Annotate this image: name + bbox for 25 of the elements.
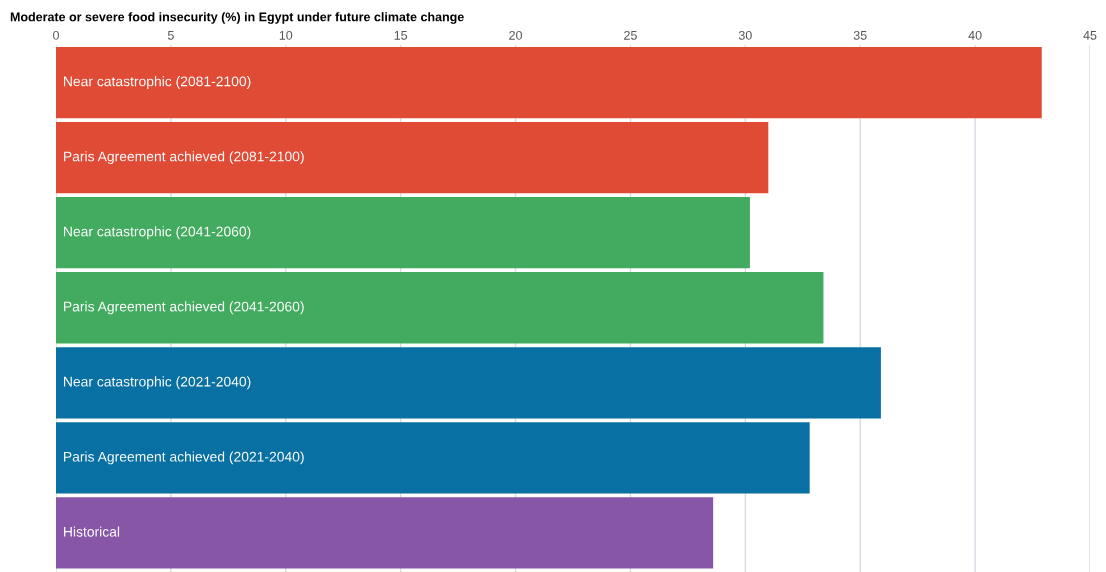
bar: [56, 272, 824, 344]
y-tick-label: Paris Agreement achieved (2021-2040): [64, 451, 304, 465]
x-tick-label: 30: [738, 30, 752, 40]
bar: [56, 197, 750, 269]
x-tick-label: 45: [1083, 31, 1097, 40]
x-tick-label: 5: [167, 31, 174, 40]
y-tick-label: Paris Agreement achieved (2041-2060): [64, 301, 304, 315]
x-tick-label: 35: [853, 30, 867, 40]
x-tick-label: 0: [53, 30, 59, 40]
x-tick-label: 15: [394, 31, 408, 40]
bar: [56, 46, 1042, 119]
y-tick-label: Near catastrophic (2041-2060): [64, 226, 251, 240]
y-tick-label: Historical: [64, 526, 120, 537]
bar: [56, 422, 810, 494]
y-tick-label: Near catastrophic (2081-2100): [64, 76, 251, 90]
bar: [56, 347, 881, 419]
y-tick-label: Paris Agreement achieved (2081-2100): [64, 151, 304, 165]
y-tick-label: Near catastrophic (2021-2040): [64, 376, 251, 390]
chart-title: Moderate or severe food insecurity (%) in Egypt under future climate change: [10, 12, 464, 24]
x-tick-label: 10: [279, 30, 293, 40]
bar: [56, 497, 714, 569]
x-tick-label: 25: [624, 30, 637, 40]
x-tick-label: 40: [968, 30, 982, 40]
x-tick-label: 20: [509, 30, 523, 40]
bar: [56, 121, 769, 194]
